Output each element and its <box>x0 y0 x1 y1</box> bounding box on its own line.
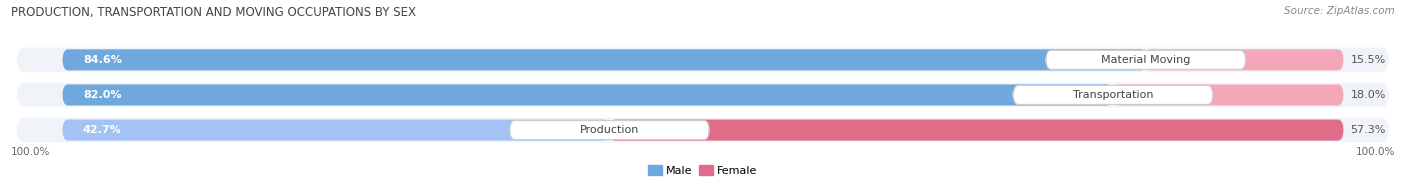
Text: 100.0%: 100.0% <box>1355 147 1395 157</box>
FancyBboxPatch shape <box>17 118 1389 142</box>
FancyBboxPatch shape <box>17 48 1389 72</box>
FancyBboxPatch shape <box>17 83 1389 107</box>
FancyBboxPatch shape <box>509 121 710 140</box>
Text: 100.0%: 100.0% <box>11 147 51 157</box>
Text: Source: ZipAtlas.com: Source: ZipAtlas.com <box>1284 6 1395 16</box>
Text: 84.6%: 84.6% <box>83 55 122 65</box>
Legend: Male, Female: Male, Female <box>644 161 762 180</box>
Text: Material Moving: Material Moving <box>1101 55 1191 65</box>
FancyBboxPatch shape <box>1014 85 1213 104</box>
Text: Production: Production <box>579 125 640 135</box>
FancyBboxPatch shape <box>62 49 1146 70</box>
FancyBboxPatch shape <box>62 84 1114 105</box>
Text: PRODUCTION, TRANSPORTATION AND MOVING OCCUPATIONS BY SEX: PRODUCTION, TRANSPORTATION AND MOVING OC… <box>11 6 416 19</box>
Text: 18.0%: 18.0% <box>1351 90 1386 100</box>
FancyBboxPatch shape <box>1046 50 1246 69</box>
Text: 82.0%: 82.0% <box>83 90 121 100</box>
Text: Transportation: Transportation <box>1073 90 1153 100</box>
Text: 42.7%: 42.7% <box>83 125 122 135</box>
FancyBboxPatch shape <box>1144 49 1344 70</box>
FancyBboxPatch shape <box>62 120 609 141</box>
Text: 57.3%: 57.3% <box>1351 125 1386 135</box>
FancyBboxPatch shape <box>609 120 1344 141</box>
FancyBboxPatch shape <box>1114 84 1344 105</box>
Text: 15.5%: 15.5% <box>1351 55 1386 65</box>
